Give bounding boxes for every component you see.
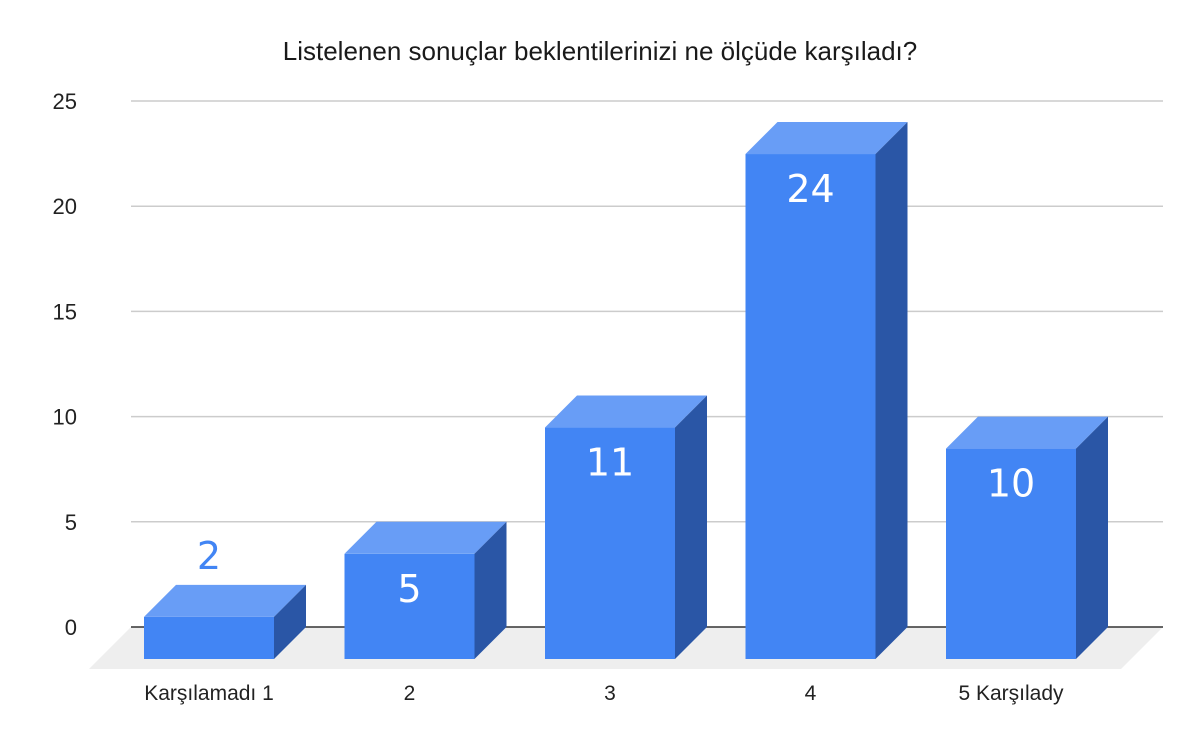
- bar-top: [545, 395, 707, 428]
- bar-front: [545, 427, 675, 659]
- bar-side: [274, 584, 306, 659]
- data-label: 24: [786, 167, 834, 211]
- x-tick-label: 5 Karşılady: [958, 682, 1064, 705]
- y-tick-label: 5: [65, 510, 77, 535]
- data-label: 2: [197, 534, 221, 578]
- bar-side: [875, 122, 908, 660]
- x-tick-label: 4: [805, 682, 817, 705]
- bar-5: 10: [946, 416, 1108, 659]
- bars: 2 5 11 24 10: [144, 122, 1108, 660]
- bar-2: 5: [344, 521, 507, 659]
- bar-3: 11: [545, 395, 707, 659]
- y-tick-label: 25: [53, 89, 77, 114]
- bar-top: [344, 521, 507, 554]
- x-axis: Karşılamadı 1 2 3 4 5 Karşılady: [144, 682, 1064, 705]
- y-tick-label: 10: [53, 405, 77, 430]
- x-tick-label: 2: [404, 682, 416, 705]
- bar-4: 24: [745, 122, 908, 660]
- bar-top: [946, 416, 1108, 449]
- bar-front: [946, 448, 1076, 659]
- chart-title: Listelenen sonuçlar beklentilerinizi ne …: [283, 36, 918, 66]
- bar-top: [745, 122, 908, 155]
- bar-side: [474, 521, 507, 659]
- bar-top: [144, 584, 306, 617]
- bar-front: [745, 154, 876, 660]
- y-axis: 0 5 10 15 20 25: [53, 89, 77, 640]
- data-label: 10: [987, 462, 1035, 506]
- bar-front: [144, 616, 274, 659]
- x-tick-label: Karşılamadı 1: [144, 682, 274, 705]
- data-label: 11: [586, 441, 634, 485]
- y-tick-label: 15: [53, 299, 77, 324]
- bar-1: 2: [144, 534, 306, 659]
- x-tick-label: 3: [604, 682, 616, 705]
- y-tick-label: 20: [53, 194, 77, 219]
- bar-side: [675, 395, 707, 659]
- bar-side: [1076, 416, 1108, 659]
- data-label: 5: [397, 567, 421, 611]
- bar-front: [344, 553, 475, 659]
- y-tick-label: 0: [65, 615, 77, 640]
